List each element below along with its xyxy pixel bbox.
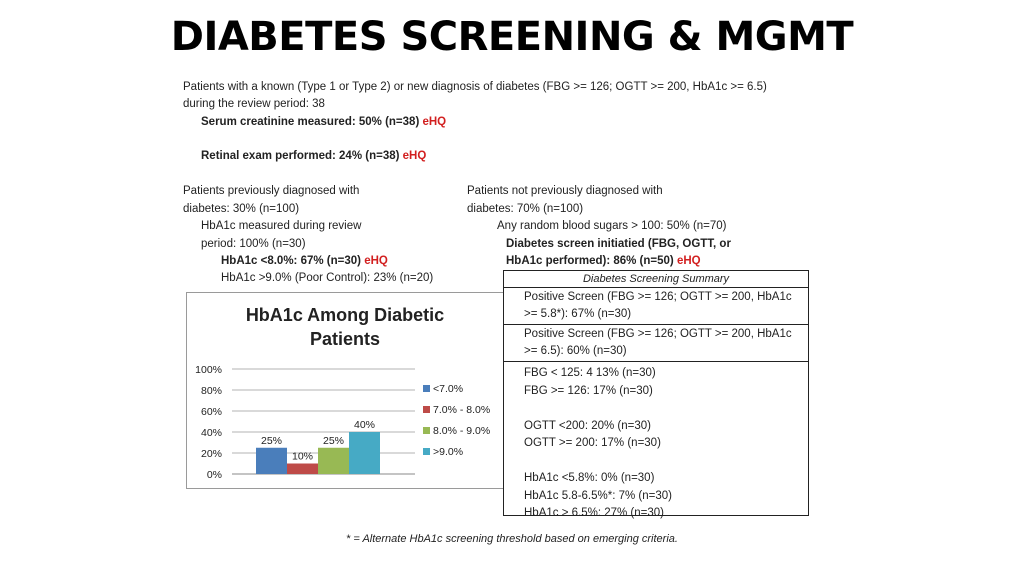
data-label: 25%: [261, 435, 282, 447]
left-line-1: Patients previously diagnosed with: [183, 185, 360, 197]
ehq-tag-hba1c: eHQ: [364, 255, 388, 267]
y-tick-label: 60%: [201, 406, 222, 418]
ehq-tag-screen: eHQ: [676, 255, 701, 267]
ehq-tag-creatinine: eHQ: [422, 116, 447, 128]
summary-line: OGTT <200: 20% (n=30): [524, 419, 651, 432]
retinal-line: Retinal exam performed: 24% (n=38) eHQ: [201, 148, 426, 166]
y-tick-label: 80%: [201, 385, 222, 397]
legend-swatch: [423, 427, 430, 434]
intro-line-1: Patients with a known (Type 1 or Type 2)…: [183, 81, 767, 93]
bar: [349, 432, 380, 474]
creatinine-line: Serum creatinine measured: 50% (n=38) eH…: [201, 114, 446, 132]
summary-header: Diabetes Screening Summary: [504, 271, 808, 288]
summary-line: FBG < 125: 4 13% (n=30): [524, 367, 656, 379]
y-tick-label: 40%: [201, 427, 222, 439]
ehq-tag-retinal: eHQ: [402, 150, 427, 162]
legend-label: 8.0% - 9.0%: [433, 425, 490, 437]
intro-line-2: during the review period: 38: [183, 98, 325, 110]
screen-initiated-text: HbA1c performed): 86% (n=50): [506, 255, 674, 267]
summary-detail-cell: FBG < 125: 4 13% (n=30) FBG >= 126: 17% …: [504, 362, 808, 523]
summary-spacer: [524, 400, 808, 418]
footnote: * = Alternate HbA1c screening threshold …: [346, 533, 678, 545]
right-line-5: HbA1c performed): 86% (n=50) eHQ: [506, 253, 701, 271]
summary-line: HbA1c <5.8%: 0% (n=30): [524, 472, 655, 484]
legend-label: 7.0% - 8.0%: [433, 404, 490, 416]
right-line-1: Patients not previously diagnosed with: [467, 185, 663, 197]
left-line-2: diabetes: 30% (n=100): [183, 203, 300, 215]
data-label: 10%: [292, 451, 313, 463]
right-line-3: Any random blood sugars > 100: 50% (n=70…: [497, 220, 727, 232]
y-tick-label: 0%: [207, 469, 222, 481]
chart-plot: 0% 20% 40% 60% 80% 100% 25% 10% 25% 40% <7.0% 7.0% …: [195, 364, 490, 481]
summary-line: HbA1c 5.8-6.5%*: 7% (n=30): [524, 489, 672, 502]
left-line-4: period: 100% (n=30): [201, 238, 306, 250]
bar: [256, 447, 287, 474]
summary-positive-screen-6-5: Positive Screen (FBG >= 126; OGTT >= 200…: [504, 325, 808, 362]
creatinine-text: Serum creatinine measured: 50% (n=38): [201, 116, 420, 128]
screening-summary-table: Diabetes Screening Summary Positive Scre…: [503, 270, 809, 519]
summary-spacer: [524, 453, 808, 471]
summary-line: HbA1c > 6.5%: 27% (n=30): [524, 507, 664, 519]
left-line-5: HbA1c <8.0%: 67% (n=30) eHQ: [221, 253, 388, 271]
legend-label: <7.0%: [433, 383, 463, 395]
right-line-2: diabetes: 70% (n=100): [467, 203, 584, 215]
y-tick-label: 100%: [195, 364, 222, 376]
left-line-6: HbA1c >9.0% (Poor Control): 23% (n=20): [221, 272, 434, 284]
summary-positive-screen-5-8: Positive Screen (FBG >= 126; OGTT >= 200…: [504, 288, 808, 325]
bar: [318, 447, 349, 474]
summary-line: FBG >= 126: 17% (n=30): [524, 384, 653, 397]
chart-title-line-2: Patients: [309, 329, 381, 349]
legend-swatch: [423, 385, 430, 392]
y-tick-label: 20%: [201, 448, 222, 460]
data-label: 25%: [323, 435, 344, 447]
bar: [287, 463, 318, 474]
summary-line: OGTT >= 200: 17% (n=30): [524, 437, 661, 449]
left-line-3: HbA1c measured during review: [201, 220, 362, 232]
legend-swatch: [423, 448, 430, 455]
hba1c-chart: HbA1c Among Diabetic Patients 0% 20% 40% 60…: [186, 292, 504, 489]
slide-title: DIABETES SCREENING & MGMT: [170, 14, 854, 60]
hba1c-under-8-text: HbA1c <8.0%: 67% (n=30): [221, 255, 361, 267]
chart-title: HbA1c Among Diabetic Patients: [187, 303, 503, 351]
legend-swatch: [423, 406, 430, 413]
legend-label: >9.0%: [433, 446, 463, 458]
retinal-text: Retinal exam performed: 24% (n=38): [201, 150, 400, 162]
right-line-4: Diabetes screen initiatied (FBG, OGTT, o…: [506, 238, 731, 250]
data-label: 40%: [354, 419, 375, 431]
chart-title-line-1: HbA1c Among Diabetic: [245, 305, 445, 325]
